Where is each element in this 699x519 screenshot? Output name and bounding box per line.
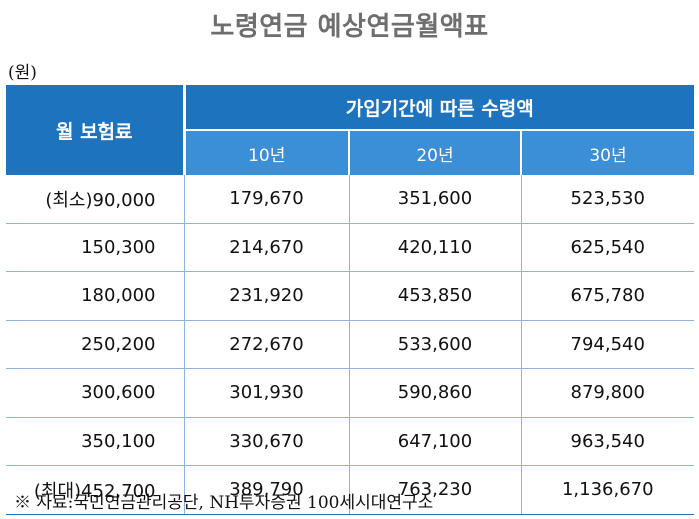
header-enrollment-period: 가입기간에 따른 수령액 <box>184 85 694 131</box>
pension-table: 월 보험료 가입기간에 따른 수령액 10년 20년 30년 (최소)90,00… <box>6 85 694 515</box>
amount-20y-cell: 420,110 <box>349 223 522 272</box>
premium-cell: 250,200 <box>6 320 185 369</box>
amount-30y-cell: 794,540 <box>521 320 694 369</box>
header-20-years: 20년 <box>349 130 522 175</box>
amount-10y-cell: 179,670 <box>184 175 350 224</box>
table-row: 350,100 330,670 647,100 963,540 <box>6 417 694 466</box>
amount-30y-cell: 963,540 <box>521 417 694 466</box>
amount-10y-cell: 330,670 <box>184 417 350 466</box>
amount-20y-cell: 647,100 <box>349 417 522 466</box>
amount-10y-cell: 214,670 <box>184 223 350 272</box>
amount-20y-cell: 453,850 <box>349 271 522 321</box>
amount-30y-cell: 625,540 <box>521 223 694 272</box>
premium-cell: (최대)452,700 <box>6 465 185 515</box>
amount-20y-cell: 351,600 <box>349 175 522 224</box>
table-row: 250,200 272,670 533,600 794,540 <box>6 320 694 369</box>
table-row: 150,300 214,670 420,110 625,540 <box>6 223 694 272</box>
amount-20y-cell: 533,600 <box>349 320 522 369</box>
amount-30y-cell: 523,530 <box>521 175 694 224</box>
amount-20y-cell: 763,230 <box>349 465 522 515</box>
amount-10y-cell: 301,930 <box>184 368 350 418</box>
amount-30y-cell: 675,780 <box>521 271 694 321</box>
source-note: ※ 자료:국민연금관리공단, NH투자증권 100세시대연구소 <box>14 493 434 513</box>
amount-20y-cell: 590,860 <box>349 368 522 418</box>
table-row: (최대)452,700 389,790 763,230 1,136,670 <box>6 465 694 515</box>
table-row: 300,600 301,930 590,860 879,800 <box>6 368 694 418</box>
amount-10y-cell: 231,920 <box>184 271 350 321</box>
header-30-years: 30년 <box>521 130 694 175</box>
table-row: 180,000 231,920 453,850 675,780 <box>6 271 694 321</box>
premium-cell: 300,600 <box>6 368 185 418</box>
amount-30y-cell: 879,800 <box>521 368 694 418</box>
page-title: 노령연금 예상연금월액표 <box>210 12 489 42</box>
amount-10y-cell: 272,670 <box>184 320 350 369</box>
premium-cell: 350,100 <box>6 417 185 466</box>
header-monthly-premium: 월 보험료 <box>6 85 186 175</box>
amount-30y-cell: 1,136,670 <box>521 465 694 515</box>
table-row: (최소)90,000 179,670 351,600 523,530 <box>6 175 694 224</box>
header-10-years: 10년 <box>184 130 350 175</box>
premium-cell: 180,000 <box>6 271 185 321</box>
premium-cell: 150,300 <box>6 223 185 272</box>
unit-label: (원) <box>8 63 37 83</box>
premium-cell: (최소)90,000 <box>6 175 185 224</box>
amount-10y-cell: 389,790 <box>184 465 350 515</box>
